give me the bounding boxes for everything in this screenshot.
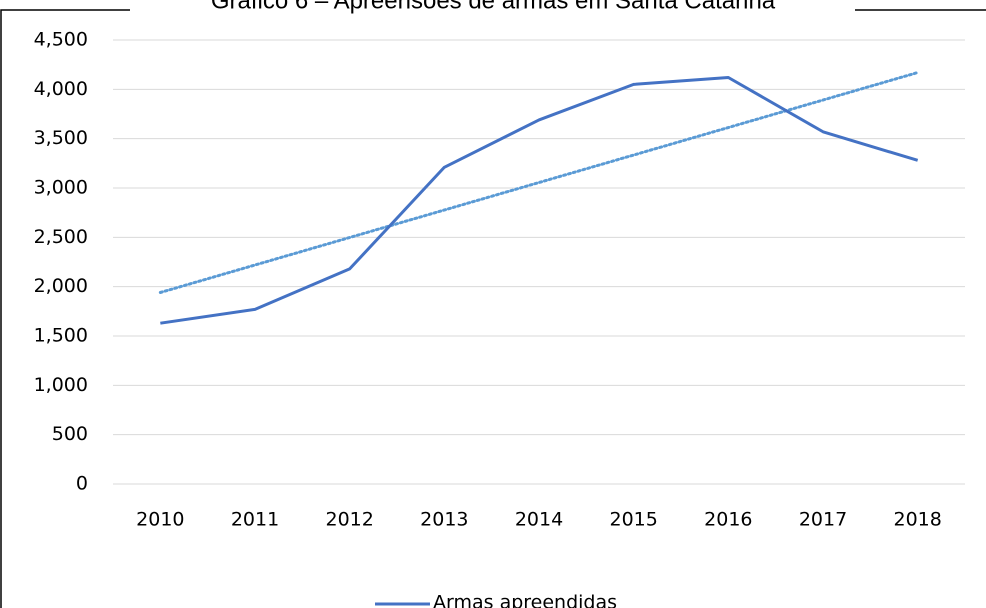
y-tick-label: 0 xyxy=(76,473,88,495)
x-tick-label: 2018 xyxy=(893,509,941,531)
y-tick-label: 2,500 xyxy=(34,226,88,248)
y-tick-label: 3,000 xyxy=(34,177,88,199)
chart-frame xyxy=(0,9,130,608)
y-tick-label: 4,500 xyxy=(34,29,88,51)
x-tick-label: 2017 xyxy=(799,509,847,531)
x-tick-label: 2012 xyxy=(325,509,373,531)
x-tick-label: 2016 xyxy=(704,509,752,531)
chart-title: Gráfico 6 – Apreensões de armas em Santa… xyxy=(211,0,776,14)
x-tick-label: 2010 xyxy=(136,509,184,531)
legend-label: Armas apreendidas xyxy=(433,592,617,608)
y-tick-label: 3,500 xyxy=(34,127,88,149)
x-tick-label: 2015 xyxy=(609,509,657,531)
x-tick-label: 2011 xyxy=(231,509,279,531)
x-tick-label: 2014 xyxy=(515,509,563,531)
y-tick-label: 1,500 xyxy=(34,325,88,347)
y-tick-label: 2,000 xyxy=(34,275,88,297)
y-tick-label: 1,000 xyxy=(34,374,88,396)
x-tick-label: 2013 xyxy=(420,509,468,531)
y-tick-label: 500 xyxy=(52,423,88,445)
y-tick-label: 4,000 xyxy=(34,78,88,100)
trendline xyxy=(158,71,920,294)
series-line xyxy=(160,75,919,325)
